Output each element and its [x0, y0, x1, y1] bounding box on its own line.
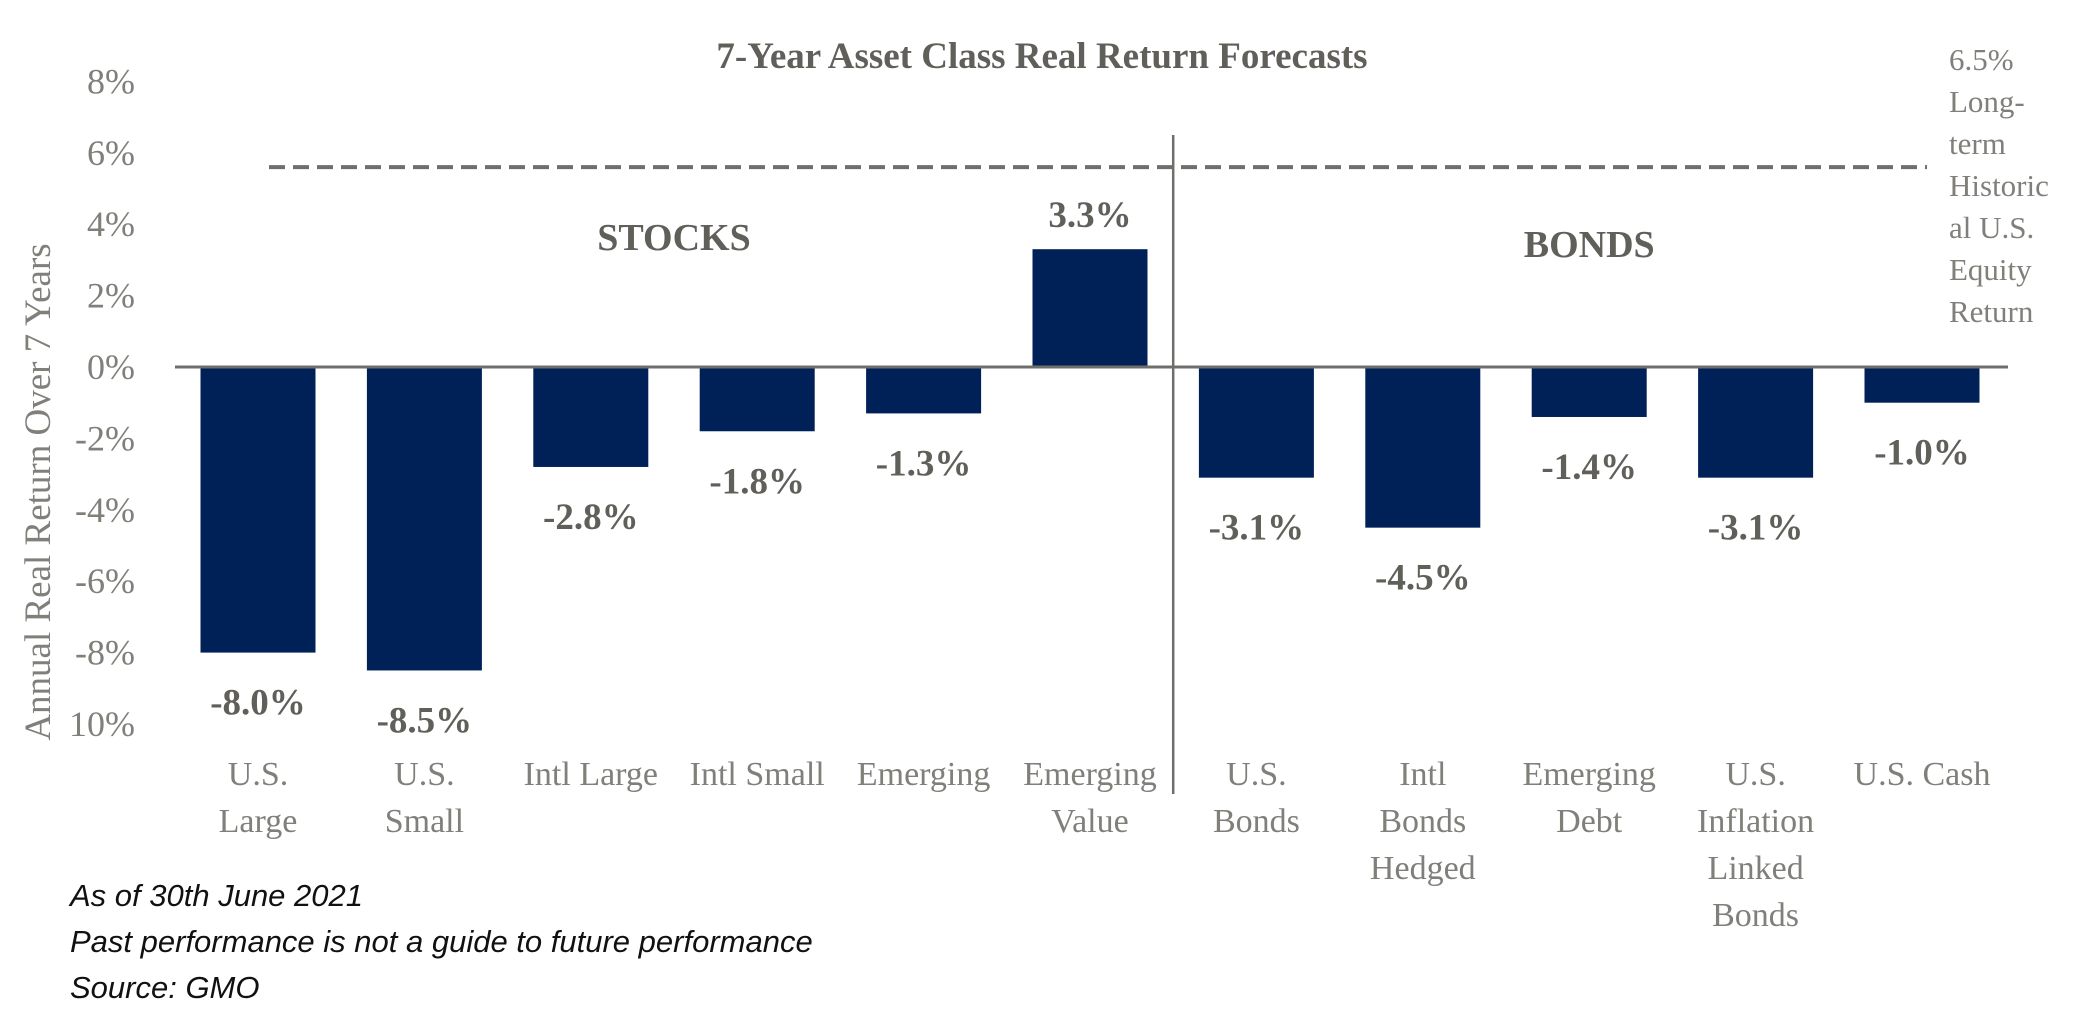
- category-label: Emerging: [1023, 756, 1156, 793]
- category-label: Large: [219, 803, 298, 840]
- bar: [366, 367, 482, 671]
- bar: [1698, 367, 1814, 478]
- bar: [1864, 367, 1980, 403]
- reference-line-label-line: term: [1949, 126, 2006, 161]
- bar: [1032, 249, 1148, 367]
- reference-line-label-line: Equity: [1949, 252, 2032, 287]
- y-tick-label: 2%: [87, 276, 135, 316]
- category-label: Bonds: [1379, 803, 1466, 840]
- bar: [1365, 367, 1481, 528]
- category-label: U.S.: [228, 756, 288, 793]
- bar: [1531, 367, 1647, 417]
- y-tick-label: 0%: [87, 347, 135, 387]
- category-label: Debt: [1556, 803, 1623, 840]
- footnotes: As of 30th June 2021 Past performance is …: [68, 878, 813, 1005]
- category-label: Hedged: [1370, 850, 1476, 887]
- data-label: -3.1%: [1708, 508, 1804, 549]
- category-label: Intl Large: [524, 756, 658, 793]
- footnote: Source: GMO: [70, 970, 260, 1005]
- category-label: U.S.: [1725, 756, 1785, 793]
- y-tick-label: -4%: [75, 490, 135, 530]
- data-label: -8.0%: [210, 683, 306, 724]
- y-tick-label: 8%: [87, 61, 135, 101]
- data-label: -4.5%: [1375, 558, 1471, 599]
- y-axis-label: Annual Real Return Over 7 Years: [18, 243, 59, 740]
- data-labels: -8.0% -8.5% -2.8% -1.8% -1.3% 3.3% -3.1% -4.5% -…: [210, 195, 1970, 741]
- y-tick-label: 6%: [87, 133, 135, 173]
- category-label: Value: [1051, 803, 1128, 840]
- y-tick-label: -6%: [75, 561, 135, 601]
- y-tick-label: -2%: [75, 418, 135, 458]
- reference-line-label-line: Historic: [1949, 168, 2049, 203]
- bars: [175, 135, 2008, 794]
- y-axis-ticks: 8% 6% 4% 2% 0% -2% -4% -6% -8% 10%: [69, 61, 135, 744]
- data-label: -3.1%: [1209, 508, 1305, 549]
- footnote: Past performance is not a guide to futur…: [70, 924, 813, 959]
- bar: [1198, 367, 1314, 478]
- data-label: -1.4%: [1541, 447, 1637, 488]
- category-label: Linked: [1707, 850, 1803, 887]
- category-label: Bonds: [1712, 897, 1799, 934]
- reference-line-label-line: Long-: [1949, 84, 2025, 119]
- category-label: U.S.: [394, 756, 454, 793]
- data-label: -1.3%: [876, 443, 972, 484]
- bar: [866, 367, 982, 414]
- chart-title: 7-Year Asset Class Real Return Forecasts: [716, 36, 1367, 77]
- reference-line-label-line: Return: [1949, 294, 2034, 329]
- y-tick-label: 4%: [87, 204, 135, 244]
- y-tick-label: 10%: [69, 704, 135, 744]
- footnote: As of 30th June 2021: [68, 878, 363, 913]
- data-label: -1.8%: [709, 461, 805, 502]
- category-labels: U.S. Large U.S. Small Intl Large Intl Small Em…: [219, 756, 1991, 934]
- category-label: Intl: [1399, 756, 1446, 793]
- data-label: 3.3%: [1048, 195, 1131, 236]
- category-label: Small: [385, 803, 464, 840]
- category-label: U.S. Cash: [1854, 756, 1991, 793]
- data-label: -8.5%: [377, 700, 473, 741]
- bar: [533, 367, 649, 467]
- category-label: Bonds: [1213, 803, 1300, 840]
- category-label: U.S.: [1226, 756, 1286, 793]
- category-label: Emerging: [1522, 756, 1655, 793]
- category-label: Inflation: [1697, 803, 1814, 840]
- bar: [200, 367, 316, 653]
- group-labels: STOCKS BONDS: [597, 217, 1654, 266]
- category-label: Emerging: [857, 756, 990, 793]
- reference-line-label: 6.5% Long-term Historic al U.S. Equity Return: [1949, 42, 2049, 329]
- y-tick-label: -8%: [75, 633, 135, 673]
- group-label: STOCKS: [597, 217, 750, 259]
- bar: [699, 367, 815, 432]
- group-label: BONDS: [1524, 224, 1655, 266]
- data-label: -1.0%: [1874, 433, 1970, 474]
- reference-line-label-line: al U.S.: [1949, 210, 2034, 245]
- data-label: -2.8%: [543, 497, 639, 538]
- category-label: Intl Small: [690, 756, 825, 793]
- reference-line-label-line: 6.5%: [1949, 42, 2014, 77]
